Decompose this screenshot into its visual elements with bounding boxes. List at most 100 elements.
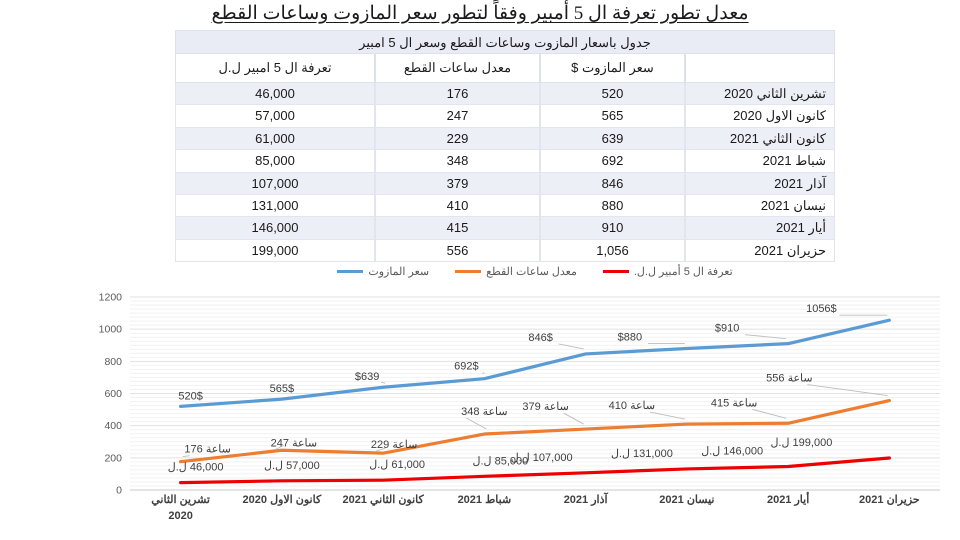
data-point-label: $880 — [618, 331, 642, 343]
data-point-label: $910 — [715, 323, 739, 335]
data-table: جدول باسعار المازوت وساعات القطع وسعر ال… — [175, 30, 835, 263]
table-cell: 199,000 — [175, 239, 375, 263]
y-tick-label: 1000 — [99, 324, 123, 336]
x-axis-month-label: تشرين الثاني 2020 — [151, 494, 210, 522]
table-row: 131,000 410 880 نيسان 2021 — [175, 194, 835, 218]
row-month-label: كانون الاول 2020 — [685, 105, 835, 128]
label-leader-line — [558, 343, 584, 350]
column-header-tariff: تعرفة ال 5 امبير ل.ل — [175, 54, 375, 83]
label-leader-line — [752, 408, 787, 419]
x-axis-month-label: حزيران 2021 — [859, 494, 920, 506]
table-row: 61,000 229 639 كانون الثاني 2021 — [175, 127, 835, 151]
data-point-label: $639 — [355, 371, 379, 383]
table-cell: 176 — [375, 83, 540, 106]
table-header-row: تعرفة ال 5 امبير ل.ل معدل ساعات القطع سعر … — [175, 54, 835, 83]
table-cell: 247 — [375, 105, 540, 128]
table-cell: 846 — [540, 172, 685, 195]
label-leader-line — [182, 455, 190, 458]
table-cell: 639 — [540, 127, 685, 151]
row-month-label: كانون الثاني 2021 — [685, 127, 835, 151]
table-cell: 85,000 — [175, 150, 375, 173]
table-cell: 379 — [375, 172, 540, 195]
table-row: 107,000 379 846 آذار 2021 — [175, 172, 835, 195]
x-axis-month-label: آذار 2021 — [564, 492, 609, 506]
data-point-label: 176 ساعة — [184, 444, 230, 456]
row-month-label: شباط 2021 — [685, 150, 835, 173]
y-tick-label: 0 — [116, 485, 122, 497]
chart-legend: سعر المازوت معدل ساعات القطع تعرفة ال 5 … — [130, 265, 940, 278]
column-header-price: سعر المازوت $ — [540, 54, 685, 83]
y-tick-label: 400 — [104, 420, 122, 432]
mazout-line-swatch — [337, 270, 364, 273]
data-point-label: 348 ساعة — [461, 406, 507, 418]
data-point-label: 410 ساعة — [609, 400, 655, 412]
table-row: 85,000 348 692 شباط 2021 — [175, 150, 835, 173]
x-axis-month-label: كانون الاول 2020 — [243, 494, 322, 506]
table-cell: 146,000 — [175, 217, 375, 240]
row-month-label: حزيران 2021 — [685, 239, 835, 263]
table-cell: 131,000 — [175, 194, 375, 218]
legend-item-cut-hours: معدل ساعات القطع — [455, 265, 577, 278]
x-axis-month-label: كانون الثاني 2021 — [342, 494, 424, 507]
y-axis-labels: 0 200 400 600 800 1000 1200 — [99, 292, 123, 497]
table-body: 46,000 176 520 تشرين الثاني 2020 57,000 247 56… — [175, 83, 835, 263]
data-point-label: 131,000 ل.ل — [611, 448, 673, 460]
table-row: 57,000 247 565 كانون الاول 2020 — [175, 105, 835, 128]
data-point-label: 379 ساعة — [522, 401, 568, 413]
table-cell: 410 — [375, 194, 540, 218]
table-cell: 61,000 — [175, 127, 375, 151]
row-month-label: نيسان 2021 — [685, 194, 835, 218]
label-leader-line — [275, 444, 285, 450]
table-row: 199,000 556 1,056 حزيران 2021 — [175, 239, 835, 263]
label-leader-line — [807, 384, 888, 397]
series-tariff-line — [179, 456, 891, 485]
series-cut-hours-line — [179, 398, 891, 464]
data-point-label: 146,000 ل.ل — [701, 446, 763, 458]
legend-item-tariff: تعرفة ال 5 أمبير ل.ل. — [602, 265, 733, 278]
table-row: 46,000 176 520 تشرين الثاني 2020 — [175, 83, 835, 106]
table-cell: 348 — [375, 150, 540, 173]
x-axis-month-label: شباط 2021 — [458, 494, 512, 506]
table-cell: 46,000 — [175, 83, 375, 106]
y-tick-label: 600 — [104, 388, 122, 400]
data-point-label: 61,000 ل.ل — [369, 459, 425, 471]
column-header-month — [685, 54, 835, 83]
series-tariff: 46,000 ل.ل 57,000 ل.ل 61,000 ل.ل 85,000 ل.ل… — [168, 437, 891, 485]
x-axis-month-label: أيار 2021 — [767, 492, 809, 506]
data-point-label: 107,000 ل.ل — [511, 452, 573, 464]
legend-item-mazout-price: سعر المازوت — [337, 265, 429, 278]
series-mazout-price-line — [179, 318, 891, 408]
data-point-label: 247 ساعة — [271, 437, 317, 449]
label-leader-line — [375, 447, 386, 452]
y-tick-label: 1200 — [99, 292, 123, 304]
table-cell: 880 — [540, 194, 685, 218]
data-point-label: 565$ — [270, 383, 294, 395]
row-month-label: تشرين الثاني 2020 — [685, 83, 835, 106]
table-cell: 415 — [375, 217, 540, 240]
line-chart: 0 200 400 600 800 1000 1200 تشرين الثاني 2020 كان… — [99, 292, 940, 522]
data-point-label: 556 ساعة — [766, 373, 812, 385]
table-cell: 107,000 — [175, 172, 375, 195]
data-point-label: 692$ — [454, 361, 478, 373]
table-cell: 565 — [540, 105, 685, 128]
y-tick-label: 200 — [104, 452, 122, 464]
data-point-label: 520$ — [178, 390, 202, 402]
table-cell: 57,000 — [175, 105, 375, 128]
table-cell: 1,056 — [540, 239, 685, 263]
series-cut-hours: 176 ساعة 247 ساعة 229 ساعة 348 ساعة 379 ساعة… — [179, 373, 891, 464]
x-axis-month-label: نيسان 2021 — [659, 494, 714, 506]
row-month-label: أيار 2021 — [685, 217, 835, 240]
data-point-label: 85,000 ل.ل — [472, 455, 528, 467]
data-point-label: 415 ساعة — [711, 397, 757, 409]
cut-hours-line-swatch — [455, 270, 482, 273]
table-cell: 692 — [540, 150, 685, 173]
label-leader-line — [563, 412, 584, 425]
legend-label: تعرفة ال 5 أمبير ل.ل. — [633, 266, 733, 278]
y-tick-label: 800 — [104, 356, 122, 368]
table-cell: 520 — [540, 83, 685, 106]
label-leader-line — [381, 381, 386, 384]
label-leader-line — [466, 417, 487, 430]
data-point-label: 1056$ — [806, 303, 837, 315]
data-point-label: 46,000 ل.ل — [168, 462, 224, 474]
